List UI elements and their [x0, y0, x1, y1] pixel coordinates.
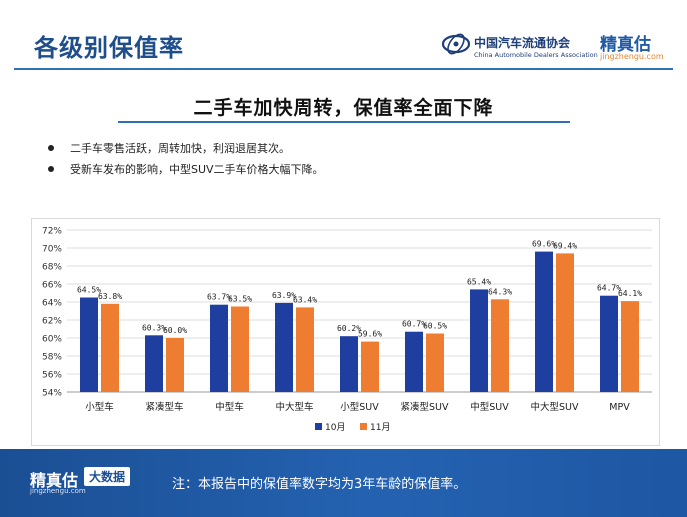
data-label: 64.1% [618, 289, 642, 298]
y-tick-label: 56% [42, 371, 62, 381]
y-tick-label: 58% [42, 353, 62, 363]
data-label: 60.7% [402, 320, 426, 329]
association-logo-icon [441, 33, 471, 55]
x-tick-label: 紧凑型车 [145, 401, 183, 413]
y-tick-label: 70% [42, 245, 62, 255]
x-tick-label: 中大型SUV [531, 401, 579, 413]
y-tick-label: 66% [42, 281, 62, 291]
footer-tag: 大数据 [84, 467, 131, 486]
brand-name: 精真估 [600, 35, 651, 55]
bullet-text: 受新车发布的影响，中型SUV二手车价格大幅下降。 [70, 163, 324, 176]
bar-nov [101, 303, 119, 392]
brand-url: jingzhengu.com [600, 52, 664, 61]
bar-oct [145, 335, 163, 392]
data-label: 64.3% [488, 287, 512, 296]
bullet-item: 二手车零售活跃，周转加快，利润退居其次。 [48, 140, 290, 156]
bar-nov [296, 307, 314, 392]
data-label: 63.8% [98, 292, 122, 301]
x-tick-label: 紧凑型SUV [401, 401, 449, 413]
page-title: 各级别保值率 [34, 34, 184, 62]
bar-oct [535, 251, 553, 392]
header-divider [14, 68, 673, 70]
bar-chart: 54% 56% 58% 60% 62% 64% 66% 68% 70% 72% 64.5%63.8%… [42, 227, 652, 433]
x-tick-label: 中大型车 [275, 401, 313, 413]
subtitle-underline [118, 121, 570, 123]
data-label: 64.7% [597, 284, 621, 293]
bar-oct [405, 331, 423, 392]
association-name-en: China Automobile Dealers Association [474, 51, 598, 59]
data-label: 64.5% [77, 286, 101, 295]
x-tick-label: 中型SUV [470, 401, 509, 413]
bar-nov [621, 301, 639, 392]
data-label: 63.5% [228, 295, 252, 304]
x-tick-label: 小型车 [85, 401, 114, 413]
footer-bar: 精真估 jingzhengu.com 大数据 注：本报告中的保值率数字均为3年车… [0, 449, 687, 517]
footer-note: 注：本报告中的保值率数字均为3年车龄的保值率。 [172, 477, 467, 492]
data-label: 60.0% [163, 326, 187, 335]
data-label: 60.5% [423, 322, 447, 331]
y-tick-label: 72% [42, 227, 62, 237]
x-tick-label: 小型SUV [340, 402, 379, 413]
footer-brand-url: jingzhengu.com [30, 487, 86, 495]
bullet-dot-icon [48, 145, 54, 151]
x-tick-label: 中型车 [215, 401, 244, 413]
bar-oct [210, 304, 228, 392]
data-label: 60.2% [337, 324, 361, 333]
bar-nov [166, 338, 184, 392]
data-label: 65.4% [467, 277, 491, 286]
bar-oct [80, 297, 98, 392]
y-tick-label: 60% [42, 335, 62, 345]
data-label: 69.6% [532, 240, 556, 249]
y-tick-label: 54% [42, 389, 62, 399]
legend-label: 11月 [370, 422, 390, 433]
chart-container: 54% 56% 58% 60% 62% 64% 66% 68% 70% 72% 64.5% 63.8%… [31, 218, 660, 446]
bar-nov [556, 253, 574, 392]
bar-oct [275, 302, 293, 392]
bar-nov [426, 333, 444, 392]
footer-brand-name: 精真估 [30, 471, 79, 490]
data-label: 63.7% [207, 293, 231, 302]
data-label: 59.6% [358, 330, 382, 339]
bullet-text: 二手车零售活跃，周转加快，利润退居其次。 [70, 142, 290, 155]
legend-swatch [315, 423, 322, 430]
y-tick-label: 62% [42, 317, 62, 327]
data-label: 63.4% [293, 295, 317, 304]
bar-oct [600, 295, 618, 392]
legend-swatch [360, 423, 367, 430]
legend-label: 10月 [325, 422, 345, 433]
x-tick-label: MPV [609, 402, 630, 413]
bar-oct [340, 336, 358, 392]
bar-nov [491, 299, 509, 392]
bullet-dot-icon [48, 166, 54, 172]
bar-oct [470, 289, 488, 392]
y-tick-label: 68% [42, 263, 62, 273]
bar-nov [231, 306, 249, 392]
data-label: 63.9% [272, 291, 296, 300]
data-label: 69.4% [553, 241, 577, 250]
bullet-item: 受新车发布的影响，中型SUV二手车价格大幅下降。 [48, 161, 324, 177]
bar-nov [361, 341, 379, 392]
slide-subtitle: 二手车加快周转，保值率全面下降 [193, 97, 494, 119]
data-label: 60.3% [142, 323, 166, 332]
association-name: 中国汽车流通协会 [474, 36, 571, 50]
y-tick-label: 64% [42, 299, 62, 309]
